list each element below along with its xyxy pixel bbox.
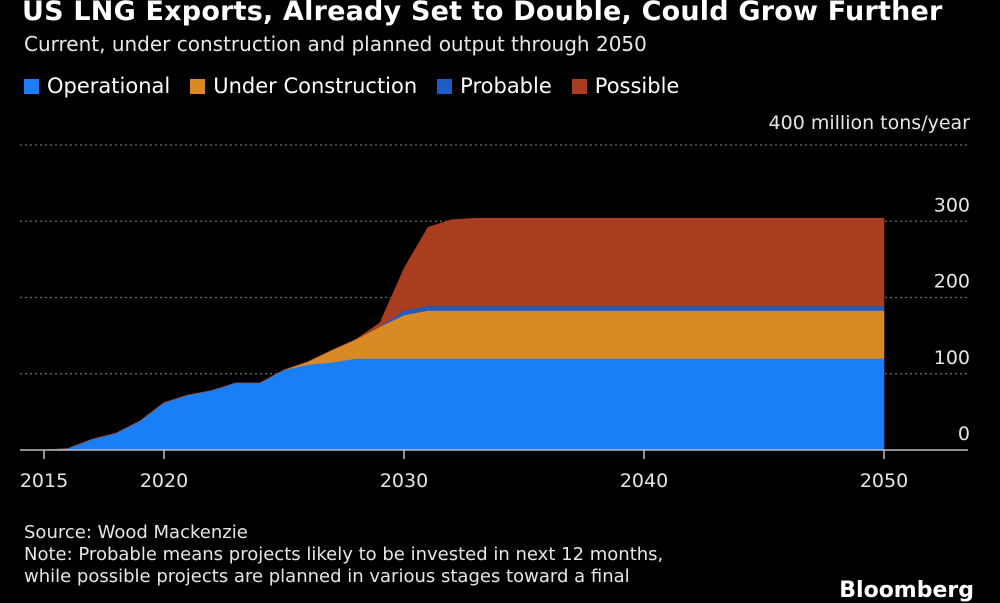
y-tick-label-300: 300	[934, 194, 970, 216]
legend-label-probable: Probable	[460, 74, 552, 98]
legend-item-probable: Probable	[437, 74, 552, 98]
chart-title: US LNG Exports, Already Set to Double, C…	[22, 0, 943, 27]
legend-swatch-under-construction	[190, 78, 206, 94]
legend-swatch-probable	[437, 78, 453, 94]
y-tick-label-200: 200	[934, 271, 970, 293]
x-tick-label-2050: 2050	[860, 470, 908, 492]
y-axis-unit-label: 400 million tons/year	[769, 112, 971, 134]
footer: Source: Wood Mackenzie Note: Probable me…	[24, 522, 663, 588]
legend-label-possible: Possible	[594, 74, 680, 98]
source-note: Source: Wood Mackenzie	[24, 522, 248, 543]
x-tick-label-2015: 2015	[20, 470, 68, 492]
area-operational	[43, 358, 885, 451]
legend-item-possible: Possible	[571, 74, 680, 98]
legend-item-operational: Operational	[24, 74, 170, 98]
y-tick-label-0: 0	[958, 423, 970, 445]
legend-label-under-construction: Under Construction	[213, 74, 418, 98]
x-tick-label-2020: 2020	[140, 470, 188, 492]
legend-item-under-construction: Under Construction	[190, 74, 417, 98]
legend: Operational Under Construction Probable …	[24, 74, 699, 98]
area-possible	[43, 217, 885, 451]
axes: 2015 2020 2030 2040 2050 0 100 200 300 400 millio…	[20, 112, 970, 492]
x-tick-label-2030: 2030	[380, 470, 428, 492]
legend-label-operational: Operational	[47, 74, 171, 98]
brand-logo: Bloomberg	[839, 578, 974, 603]
note-line-2: while possible projects are planned in v…	[24, 566, 630, 587]
x-tick-label-2040: 2040	[620, 470, 668, 492]
legend-swatch-operational	[24, 78, 39, 94]
legend-swatch-possible	[571, 78, 587, 94]
note-line-1: Note: Probable means projects likely to …	[24, 544, 664, 565]
area-series	[43, 217, 885, 451]
chart-subtitle: Current, under construction and planned …	[24, 32, 647, 56]
y-tick-label-100: 100	[934, 347, 970, 369]
